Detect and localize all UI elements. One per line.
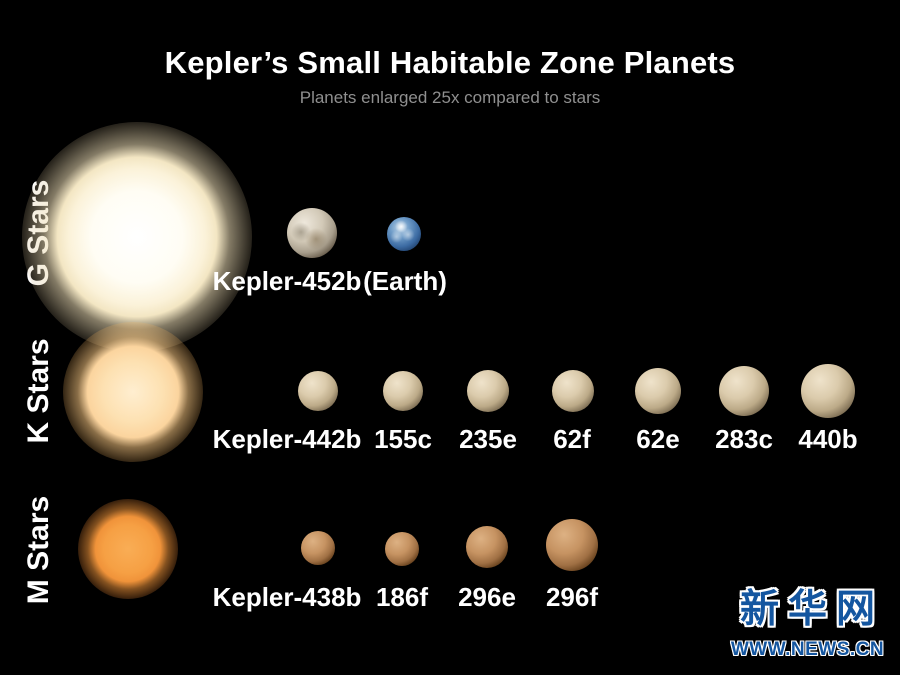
- row-label-k-stars: K Stars: [22, 338, 55, 444]
- row-label-m-stars: M Stars: [22, 495, 55, 605]
- k-type-star: [63, 322, 203, 462]
- label-kepler-155c: 155c: [374, 424, 432, 454]
- xinhuanet-watermark: 新华网 WWW.NEWS.CN: [720, 578, 895, 661]
- planet-kepler-235e: [467, 370, 509, 412]
- page-title: Kepler’s Small Habitable Zone Planets: [164, 45, 736, 80]
- planet-kepler-296e: [466, 526, 508, 568]
- planet-earth: [387, 217, 421, 251]
- planet-kepler-440b: [801, 364, 855, 418]
- label-earth: (Earth): [363, 266, 447, 296]
- xinhuanet-url: WWW.NEWS.CN: [730, 639, 885, 660]
- planet-kepler-155c: [383, 371, 423, 411]
- planet-kepler-296f: [546, 519, 598, 571]
- label-kepler-62f: 62f: [553, 424, 591, 454]
- planet-kepler-62e: [635, 368, 681, 414]
- planet-kepler-62f: [552, 370, 594, 412]
- g-type-star: [22, 122, 252, 352]
- label-kepler-442b: Kepler-442b: [212, 424, 362, 454]
- label-kepler-296f: 296f: [545, 582, 599, 612]
- planet-kepler-283c: [719, 366, 769, 416]
- label-kepler-186f: 186f: [375, 582, 429, 612]
- label-kepler-438b: Kepler-438b: [212, 582, 362, 612]
- label-kepler-283c: 283c: [715, 424, 773, 454]
- page-subtitle: Planets enlarged 25x compared to stars: [299, 88, 601, 107]
- label-kepler-440b: 440b: [798, 424, 858, 454]
- m-type-star: [78, 499, 178, 599]
- planet-kepler-186f: [385, 532, 419, 566]
- planet-kepler-442b: [298, 371, 338, 411]
- planet-kepler-452b: [287, 208, 337, 258]
- planet-kepler-438b: [301, 531, 335, 565]
- label-kepler-62e: 62e: [636, 424, 680, 454]
- xinhuanet-logo-text: 新华网: [739, 588, 884, 631]
- label-kepler-296e: 296e: [458, 582, 516, 612]
- label-kepler-235e: 235e: [459, 424, 517, 454]
- label-kepler-452b: Kepler-452b: [212, 266, 362, 296]
